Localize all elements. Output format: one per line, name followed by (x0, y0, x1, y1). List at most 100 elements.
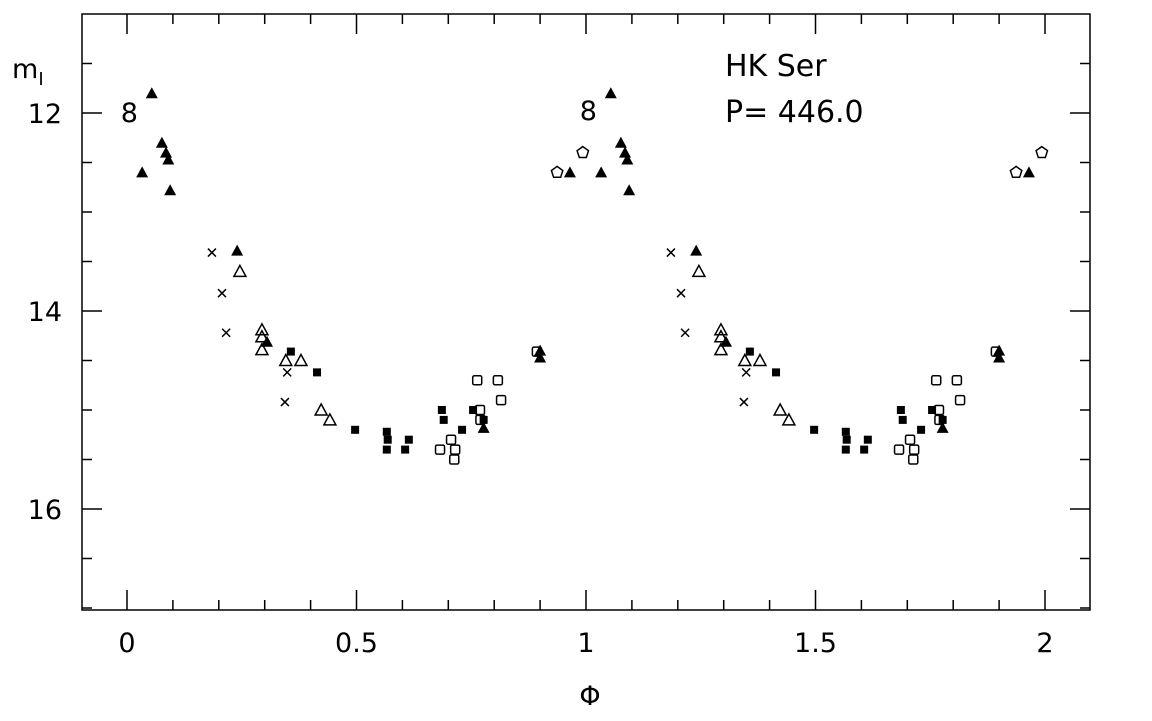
point-open-square (908, 454, 919, 465)
point-open-triangle (232, 263, 248, 278)
point-label: 8 (580, 96, 597, 127)
point-open-triangle (254, 342, 270, 356)
point-filled-triangle (690, 244, 703, 256)
point-open-square (893, 444, 905, 455)
point-open-square (471, 375, 483, 386)
point-cross (739, 397, 749, 407)
point-open-square (933, 404, 945, 416)
point-open-pentagon (1035, 145, 1049, 159)
point-open-triangle (254, 322, 270, 336)
x-tick-label: 0.5 (335, 628, 378, 659)
point-filled-square (863, 435, 872, 444)
point-filled-triangle (604, 87, 617, 99)
point-filled-triangle (162, 153, 175, 165)
point-filled-square (810, 425, 819, 434)
axis-ticks: 0 0.5 1 1.5 2 12 14 16 (28, 14, 1090, 659)
point-filled-triangle (155, 136, 168, 148)
point-filled-triangle (534, 344, 547, 356)
x-tick-label: 1.5 (794, 628, 837, 659)
y-tick-label: 14 (28, 297, 62, 328)
point-open-square (495, 394, 507, 406)
point-filled-triangle (936, 421, 949, 433)
x-tick-label: 0 (118, 628, 135, 659)
x-axis-label: Φ (579, 681, 600, 712)
x-tick-label: 1 (577, 628, 594, 659)
y-axis-label: mI (12, 54, 44, 90)
point-filled-square (772, 368, 781, 377)
point-filled-square (898, 415, 907, 424)
point-open-square (954, 394, 966, 406)
point-open-square (908, 444, 920, 455)
point-open-square (492, 375, 504, 386)
point-open-triangle (322, 412, 338, 426)
point-filled-square (401, 445, 410, 454)
y-axis-label-subscript: I (38, 69, 43, 90)
point-filled-triangle (534, 351, 547, 363)
point-filled-square (382, 427, 391, 436)
point-open-square (990, 346, 1002, 357)
point-filled-triangle (623, 184, 636, 196)
point-filled-triangle (619, 146, 632, 158)
point-cross (221, 328, 231, 338)
y-axis-label-main: m (12, 54, 38, 85)
point-open-square (474, 404, 486, 416)
point-open-triangle (713, 342, 729, 356)
point-cross (282, 367, 292, 377)
point-filled-square (458, 425, 467, 434)
point-open-triangle (713, 329, 729, 343)
point-filled-square (928, 406, 937, 414)
point-filled-square (896, 406, 905, 414)
point-open-pentagon (1009, 165, 1023, 179)
point-filled-triangle (993, 351, 1006, 363)
point-cross (666, 248, 676, 258)
point-open-triangle (293, 352, 309, 367)
point-open-square (930, 375, 942, 386)
y-tick-label: 16 (28, 495, 62, 526)
point-open-triangle (313, 402, 329, 416)
point-open-triangle (713, 322, 729, 336)
point-open-triangle (772, 402, 788, 416)
point-filled-triangle (993, 344, 1006, 356)
point-open-square (951, 375, 963, 386)
point-filled-triangle (160, 146, 173, 158)
point-open-square (445, 434, 457, 445)
point-open-pentagon (576, 145, 590, 159)
point-filled-square (469, 406, 478, 414)
point-filled-triangle (231, 244, 244, 256)
point-cross (207, 248, 217, 258)
point-filled-triangle (477, 421, 490, 433)
point-filled-triangle (164, 184, 177, 196)
point-filled-square (841, 427, 850, 436)
point-open-square (475, 414, 486, 426)
point-filled-square (382, 445, 391, 454)
point-filled-triangle (595, 166, 608, 178)
point-cross (741, 367, 751, 377)
point-filled-square (313, 368, 322, 377)
point-filled-square (745, 347, 754, 356)
point-filled-square (860, 445, 869, 454)
point-filled-triangle (563, 166, 576, 178)
point-filled-triangle (614, 136, 627, 148)
point-open-triangle (691, 263, 707, 278)
point-cross (676, 288, 686, 298)
point-filled-square (286, 347, 295, 356)
annotation-star-name: HK Ser (725, 49, 827, 84)
point-open-square (434, 444, 446, 455)
point-open-square (449, 454, 460, 465)
point-filled-triangle (621, 153, 634, 165)
point-filled-triangle (1022, 166, 1035, 178)
point-filled-square (479, 415, 488, 424)
point-filled-triangle (145, 87, 158, 99)
point-open-triangle (752, 352, 768, 367)
point-open-triangle (737, 352, 753, 367)
point-filled-square (404, 435, 413, 444)
point-open-pentagon (550, 165, 564, 179)
point-filled-square (842, 435, 851, 444)
point-cross (680, 328, 690, 338)
y-tick-label: 12 (28, 99, 62, 130)
point-filled-square (437, 406, 446, 414)
point-filled-square (351, 425, 360, 434)
point-filled-square (383, 435, 392, 444)
